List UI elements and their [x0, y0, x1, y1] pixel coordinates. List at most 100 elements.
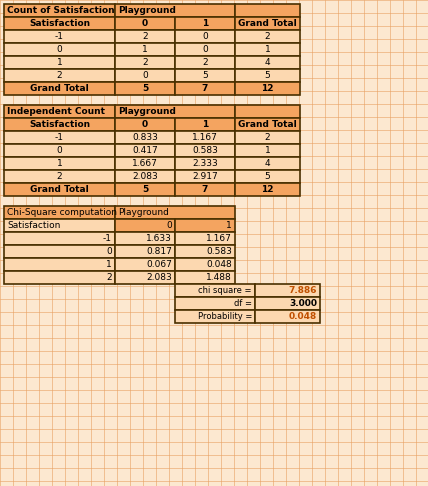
Text: 0: 0 — [142, 19, 148, 28]
Bar — [175, 69, 235, 82]
Text: 2: 2 — [56, 172, 62, 181]
Bar — [235, 56, 300, 69]
Text: Playground: Playground — [118, 208, 169, 217]
Bar — [4, 4, 115, 17]
Bar — [4, 245, 115, 258]
Bar — [175, 232, 235, 245]
Text: Independent Count: Independent Count — [7, 107, 105, 116]
Text: Playground: Playground — [118, 107, 176, 116]
Bar — [175, 43, 235, 56]
Bar — [115, 131, 175, 144]
Text: -1: -1 — [55, 32, 64, 41]
Bar — [175, 219, 235, 232]
Bar — [175, 183, 235, 196]
Text: 1: 1 — [106, 260, 112, 269]
Text: 0.583: 0.583 — [192, 146, 218, 155]
Bar — [235, 17, 300, 30]
Bar — [235, 43, 300, 56]
Text: 1: 1 — [265, 45, 270, 54]
Bar — [175, 118, 235, 131]
Bar — [235, 82, 300, 95]
Text: chi square =: chi square = — [199, 286, 252, 295]
Bar — [235, 69, 300, 82]
Text: 1: 1 — [56, 159, 62, 168]
Text: 2.917: 2.917 — [192, 172, 218, 181]
Text: 1.667: 1.667 — [132, 159, 158, 168]
Text: 2.333: 2.333 — [192, 159, 218, 168]
Bar — [255, 284, 320, 297]
Text: Grand Total: Grand Total — [30, 185, 89, 194]
Text: Probability =: Probability = — [198, 312, 252, 321]
Bar — [115, 170, 175, 183]
Bar — [175, 17, 235, 30]
Text: 0.833: 0.833 — [132, 133, 158, 142]
Text: 1.488: 1.488 — [206, 273, 232, 282]
Bar — [115, 271, 175, 284]
Text: 0: 0 — [56, 146, 62, 155]
Bar — [4, 118, 115, 131]
Text: Playground: Playground — [118, 6, 176, 15]
Bar — [115, 245, 175, 258]
Text: 1: 1 — [142, 45, 148, 54]
Text: 1: 1 — [226, 221, 232, 230]
Text: 2: 2 — [265, 32, 270, 41]
Text: 2: 2 — [107, 273, 112, 282]
Text: Grand Total: Grand Total — [238, 120, 297, 129]
Text: 2: 2 — [265, 133, 270, 142]
Text: 1: 1 — [202, 19, 208, 28]
Text: Satisfaction: Satisfaction — [29, 120, 90, 129]
Bar — [255, 310, 320, 323]
Text: Count of Satisfaction: Count of Satisfaction — [7, 6, 115, 15]
Bar — [115, 4, 235, 17]
Text: 5: 5 — [142, 185, 148, 194]
Bar — [115, 17, 175, 30]
Bar — [4, 131, 115, 144]
Bar — [235, 183, 300, 196]
Text: 0: 0 — [202, 32, 208, 41]
Text: 7: 7 — [202, 84, 208, 93]
Bar — [235, 105, 300, 118]
Text: 12: 12 — [261, 84, 274, 93]
Bar — [4, 17, 115, 30]
Bar — [235, 144, 300, 157]
Text: 0: 0 — [202, 45, 208, 54]
Bar — [115, 56, 175, 69]
Bar — [235, 157, 300, 170]
Text: 2: 2 — [56, 71, 62, 80]
Bar — [115, 82, 175, 95]
Bar — [175, 170, 235, 183]
Text: 1.633: 1.633 — [146, 234, 172, 243]
Bar — [4, 69, 115, 82]
Text: df =: df = — [234, 299, 252, 308]
Bar — [115, 157, 175, 170]
Text: 2: 2 — [142, 32, 148, 41]
Bar — [4, 271, 115, 284]
Bar — [4, 43, 115, 56]
Bar — [175, 30, 235, 43]
Text: Chi-Square computation: Chi-Square computation — [7, 208, 117, 217]
Text: Grand Total: Grand Total — [238, 19, 297, 28]
Text: 5: 5 — [202, 71, 208, 80]
Bar — [115, 118, 175, 131]
Bar — [175, 157, 235, 170]
Text: 1.167: 1.167 — [192, 133, 218, 142]
Bar — [175, 56, 235, 69]
Text: 2: 2 — [202, 58, 208, 67]
Bar — [4, 30, 115, 43]
Text: 0: 0 — [166, 221, 172, 230]
Bar — [235, 131, 300, 144]
Text: 2.083: 2.083 — [146, 273, 172, 282]
Text: 1: 1 — [56, 58, 62, 67]
Text: 0: 0 — [142, 71, 148, 80]
Bar — [115, 69, 175, 82]
Text: 4: 4 — [265, 58, 270, 67]
Text: 5: 5 — [265, 172, 270, 181]
Text: Grand Total: Grand Total — [30, 84, 89, 93]
Bar — [175, 297, 255, 310]
Bar — [115, 258, 175, 271]
Bar — [4, 183, 115, 196]
Text: 2: 2 — [142, 58, 148, 67]
Text: 1.167: 1.167 — [206, 234, 232, 243]
Bar — [4, 105, 115, 118]
Bar — [235, 30, 300, 43]
